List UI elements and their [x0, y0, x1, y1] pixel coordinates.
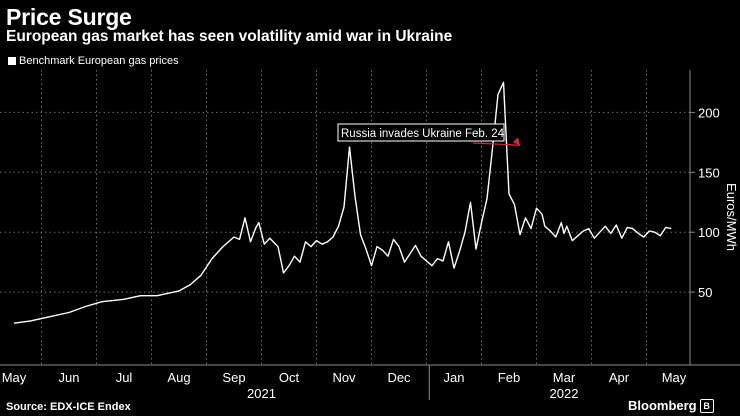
x-tick-label: Oct [279, 370, 300, 385]
y-tick-label: 200 [698, 105, 720, 120]
year-label: 2021 [247, 386, 276, 401]
x-tick-label: Feb [498, 370, 520, 385]
annotation-arrow [472, 142, 521, 146]
bloomberg-brand: Bloomberg B [628, 398, 714, 413]
annotation-box [337, 123, 505, 142]
annotation-text: Russia invades Ukraine Feb. 24 [341, 128, 505, 140]
annotation-arrowhead [513, 137, 520, 146]
series-line [13, 81, 672, 324]
source-note: Source: EDX-ICE Endex [6, 401, 131, 413]
y-tick-label: 150 [698, 165, 720, 180]
legend-label: Benchmark European gas prices [19, 55, 179, 67]
chart-title: Price Surge [6, 4, 132, 30]
legend: Benchmark European gas prices [8, 55, 179, 67]
x-tick-label: Jun [59, 370, 80, 385]
x-tick-label: Apr [609, 370, 630, 385]
x-tick-label: Aug [167, 370, 190, 385]
x-tick-label: Dec [387, 370, 411, 385]
legend-swatch [8, 57, 16, 65]
bloomberg-logo-icon: B [699, 398, 714, 413]
x-tick-label: Mar [553, 370, 576, 385]
brand-name: Bloomberg [628, 398, 697, 413]
x-tick-label: Jul [116, 370, 133, 385]
y-tick-label: 100 [698, 225, 720, 240]
chart-subtitle: European gas market has seen volatility … [6, 28, 453, 45]
x-tick-label: Sep [222, 370, 245, 385]
x-tick-label: Jan [444, 370, 465, 385]
x-tick-label: Nov [332, 370, 356, 385]
x-tick-label: May [2, 370, 27, 385]
x-tick-label: May [662, 370, 687, 385]
y-tick-label: 50 [698, 285, 712, 300]
y-axis-label: Euros/MWh [724, 183, 739, 251]
year-label: 2022 [550, 386, 579, 401]
